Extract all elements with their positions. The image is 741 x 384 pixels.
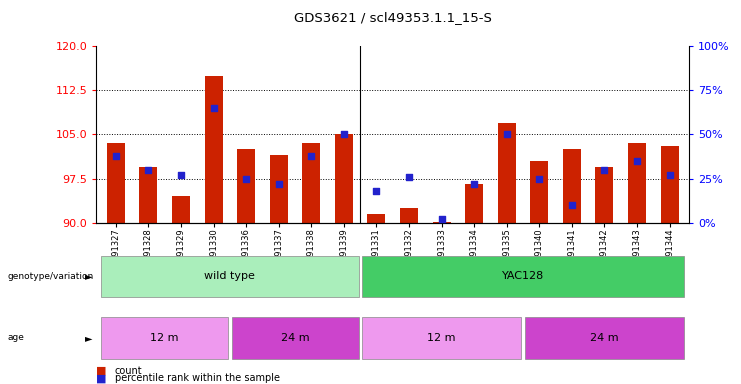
Text: percentile rank within the sample: percentile rank within the sample [115,373,280,383]
Bar [498,122,516,223]
Bar [596,167,614,223]
Point [436,216,448,222]
Point [338,131,350,137]
Bar [335,134,353,223]
Bar [237,149,255,223]
Bar [139,167,157,223]
Text: 12 m: 12 m [428,333,456,343]
Bar [465,184,483,223]
Point [175,172,187,178]
Point [207,105,219,111]
Text: 12 m: 12 m [150,333,179,343]
Bar [433,222,451,223]
Bar [362,256,684,297]
Bar [531,161,548,223]
Text: 24 m: 24 m [281,333,309,343]
Text: YAC128: YAC128 [502,271,544,281]
Bar [628,143,646,223]
Point [273,181,285,187]
Bar [525,317,684,359]
Point [534,175,545,182]
Text: 24 m: 24 m [590,333,619,343]
Bar [362,317,522,359]
Bar [231,317,359,359]
Text: ►: ► [85,271,93,281]
Bar [400,208,418,223]
Point [305,152,317,159]
Text: GDS3621 / scl49353.1.1_15-S: GDS3621 / scl49353.1.1_15-S [293,12,492,25]
Text: ■: ■ [96,366,107,376]
Bar [102,256,359,297]
Text: ►: ► [85,333,93,343]
Bar [368,214,385,223]
Point [599,167,611,173]
Point [403,174,415,180]
Text: wild type: wild type [205,271,256,281]
Point [501,131,513,137]
Text: ■: ■ [96,373,107,383]
Bar [661,146,679,223]
Point [110,152,122,159]
Bar [172,196,190,223]
Point [142,167,154,173]
Point [631,158,643,164]
Point [566,202,578,208]
Text: age: age [7,333,24,343]
Point [240,175,252,182]
Point [664,172,676,178]
Bar [563,149,581,223]
Bar [270,155,288,223]
Bar [107,143,124,223]
Bar [205,76,222,223]
Bar [302,143,320,223]
Bar [102,317,228,359]
Text: genotype/variation: genotype/variation [7,272,93,281]
Point [370,188,382,194]
Point [468,181,480,187]
Text: count: count [115,366,142,376]
